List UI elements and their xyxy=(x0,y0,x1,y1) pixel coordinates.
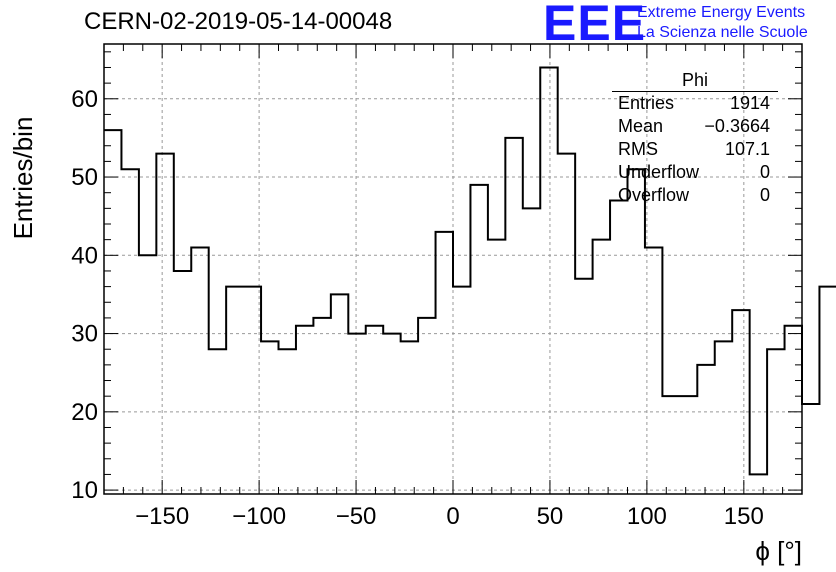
x-tick-label: 50 xyxy=(537,503,564,530)
stats-box: Phi Entries 1914 Mean −0.3664 RMS 107.1 … xyxy=(612,70,778,207)
y-tick-label: 40 xyxy=(71,242,98,269)
stats-row-underflow: Underflow 0 xyxy=(612,161,778,184)
stats-row-mean: Mean −0.3664 xyxy=(612,115,778,138)
logo-subtitle-line1: Extreme Energy Events xyxy=(637,4,806,21)
plot-frame xyxy=(103,43,803,495)
plot-title: CERN-02-2019-05-14-00048 xyxy=(84,8,393,35)
stats-value: 0 xyxy=(759,185,770,205)
x-tick-labels: −150 −100 −50 0 50 100 150 xyxy=(135,503,764,530)
x-tick-label: −50 xyxy=(336,503,377,530)
x-tick-label: −150 xyxy=(135,503,189,530)
histogram-line xyxy=(104,66,836,476)
stats-value: −0.3664 xyxy=(704,116,770,136)
stats-box-name: Phi xyxy=(612,70,778,92)
stats-value: 0 xyxy=(759,162,770,182)
eee-logo: EEE xyxy=(543,0,647,51)
stats-row-overflow: Overflow 0 xyxy=(612,184,778,207)
stats-label: Underflow xyxy=(618,162,700,182)
y-tick-label: 50 xyxy=(71,164,98,191)
logo-subtitle-line2: La Scienza nelle Scuole xyxy=(637,24,808,41)
y-tick-labels: 10 20 30 40 50 60 xyxy=(71,86,98,504)
y-tick-label: 20 xyxy=(71,399,98,426)
stats-value: 1914 xyxy=(729,93,770,113)
x-axis-label: ϕ [°] xyxy=(755,536,802,566)
stats-value: 107.1 xyxy=(724,139,770,159)
stats-row-entries: Entries 1914 xyxy=(612,92,778,115)
y-tick-label: 30 xyxy=(71,321,98,348)
x-tick-label: 0 xyxy=(446,503,459,530)
x-tick-label: −100 xyxy=(232,503,286,530)
y-axis-label: Entries/bin xyxy=(8,117,38,240)
x-tick-label: 150 xyxy=(724,503,764,530)
stats-label: Mean xyxy=(618,116,664,136)
stats-label: Overflow xyxy=(618,185,690,205)
stats-label: RMS xyxy=(618,139,658,159)
x-tick-label: 100 xyxy=(627,503,667,530)
stats-row-rms: RMS 107.1 xyxy=(612,138,778,161)
y-tick-label: 10 xyxy=(71,477,98,504)
stats-label: Entries xyxy=(618,93,675,113)
y-tick-label: 60 xyxy=(71,86,98,113)
